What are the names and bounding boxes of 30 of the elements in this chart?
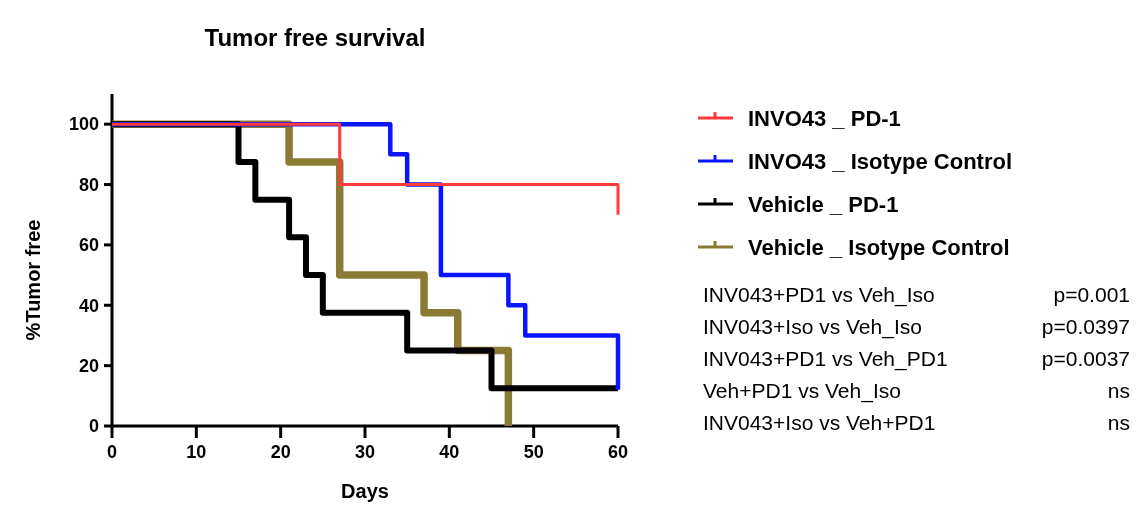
y-tick-label: 80 [78,174,99,195]
text: p=0.0397 [1041,315,1130,339]
x-tick-label: 30 [354,442,376,462]
text: INV043+Iso vs Veh_Iso [703,315,922,340]
text: ns [1107,379,1130,403]
y-tick-label: 0 [88,416,99,437]
legend-label: INVO43 _ PD-1 [748,105,901,131]
x-tick-label: 50 [523,442,544,462]
text: Veh+PD1 vs Veh_Iso [703,379,901,404]
text: p=0.0037 [1041,347,1130,371]
legend-label: Vehicle _ Isotype Control [748,234,1010,260]
x-tick-label: 20 [270,442,291,462]
x-axis-title: Days [341,480,389,502]
y-tick-label: 20 [78,355,99,376]
text: INV043+PD1 vs Veh_PD1 [703,347,948,372]
x-tick-label: 60 [607,442,629,462]
chart-title: Tumor free survival [204,24,426,51]
text: INV043+PD1 vs Veh_Iso [703,283,935,308]
x-tick-label: 40 [439,442,460,462]
y-tick-label: 60 [78,235,99,256]
y-tick-label: 40 [78,295,99,316]
x-tick-label: 10 [186,442,207,462]
text: INV043+Iso vs Veh+PD1 [703,411,936,435]
y-axis-title: %Tumor free [22,219,44,341]
text: ns [1107,411,1130,435]
y-tick-label: 100 [68,114,99,135]
text: p=0.001 [1053,283,1130,307]
legend-label: Vehicle _ PD-1 [748,191,899,217]
x-tick-label: 0 [106,442,118,462]
legend-label: INVO43 _ Isotype Control [748,148,1013,174]
